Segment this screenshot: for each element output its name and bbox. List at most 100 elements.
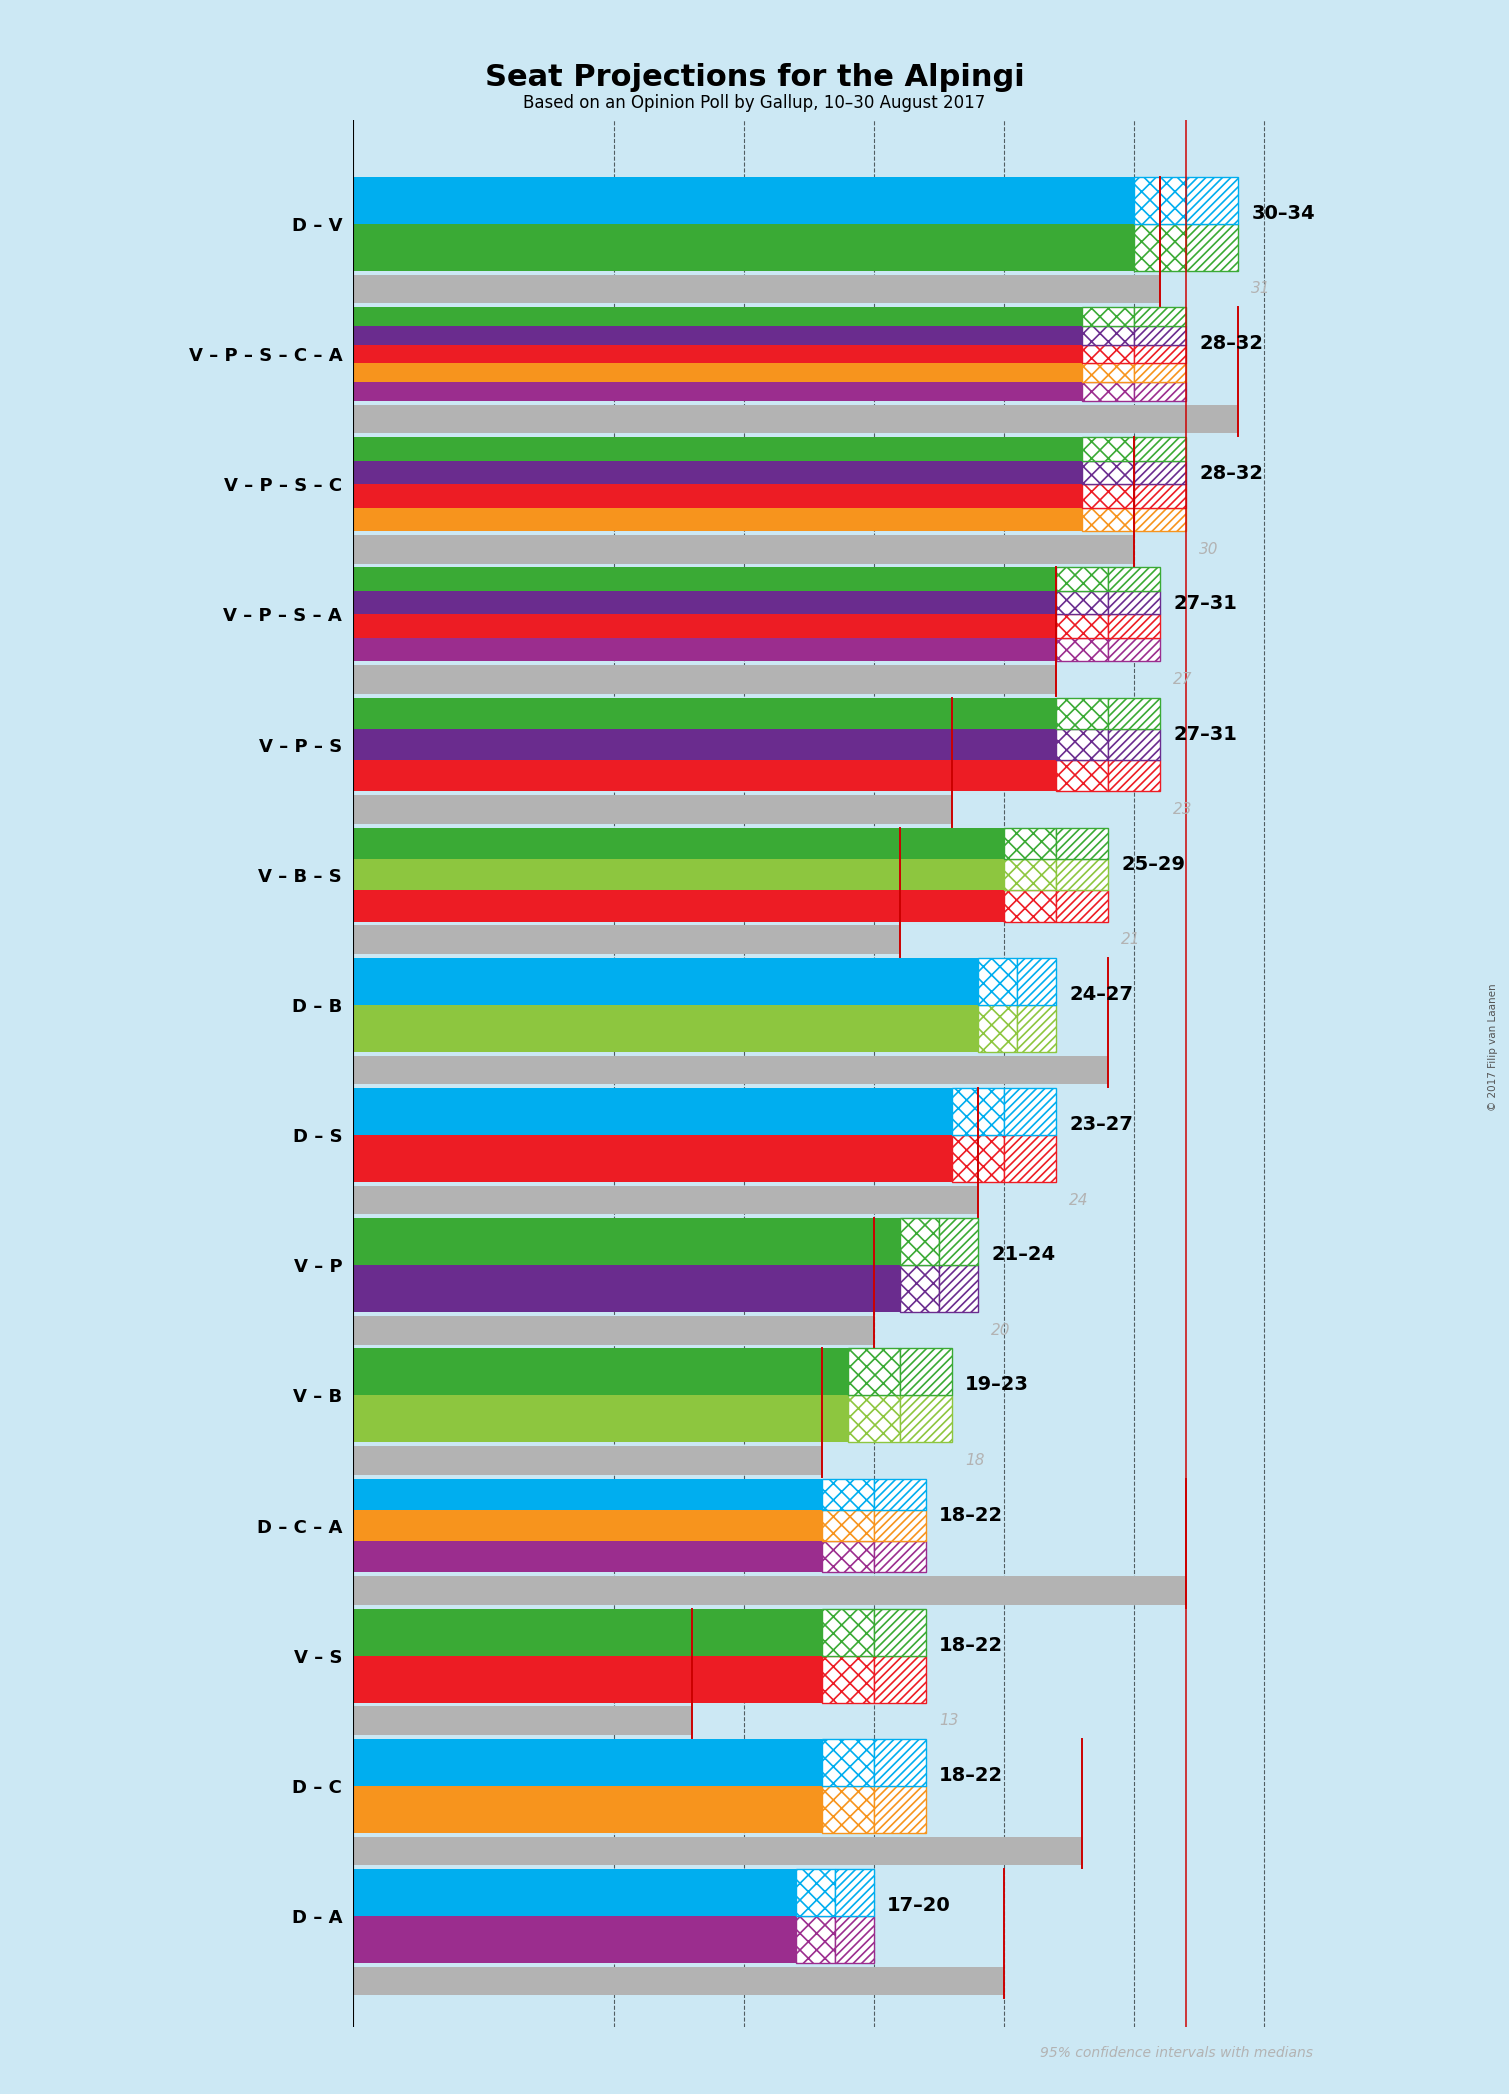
Bar (1082, 308, 1135, 327)
Bar (874, 1786, 927, 1832)
Bar (353, 1916, 795, 1962)
Bar (1003, 859, 1056, 890)
Bar (353, 1395, 848, 1443)
Bar (353, 1786, 822, 1832)
Bar (353, 507, 1082, 532)
Text: 30: 30 (1200, 542, 1219, 557)
Bar (353, 1265, 899, 1313)
Bar (1135, 364, 1186, 381)
Bar (353, 381, 1082, 400)
Bar (795, 1870, 834, 1916)
Text: 13: 13 (939, 1713, 958, 1728)
Bar (1108, 639, 1160, 662)
Text: © 2017 Filip van Laanen: © 2017 Filip van Laanen (1488, 984, 1498, 1110)
Bar (353, 461, 1082, 484)
Bar (1003, 890, 1056, 921)
Bar (1082, 346, 1135, 364)
Bar (822, 1541, 874, 1573)
Bar (353, 1608, 822, 1656)
Bar (939, 1265, 978, 1313)
Bar (1108, 729, 1160, 760)
Bar (978, 957, 1017, 1005)
Bar (952, 1089, 1003, 1135)
Text: 18–22: 18–22 (939, 1506, 1003, 1524)
Bar (1003, 1089, 1056, 1135)
Bar (874, 1510, 927, 1541)
Bar (1135, 381, 1186, 400)
Bar (848, 1395, 899, 1443)
Bar (1056, 890, 1108, 921)
Bar (874, 1608, 927, 1656)
Bar (1135, 346, 1186, 364)
Text: 21: 21 (1121, 932, 1141, 946)
Bar (1056, 614, 1108, 639)
Bar (353, 274, 1160, 304)
Bar (353, 926, 899, 955)
Text: 20: 20 (991, 1323, 1011, 1338)
Bar (353, 1349, 848, 1395)
Bar (353, 346, 1082, 364)
Bar (1056, 729, 1108, 760)
Bar (939, 1219, 978, 1265)
Bar (353, 1219, 899, 1265)
Text: 28: 28 (939, 1843, 958, 1857)
Text: Seat Projections for the Alpingi: Seat Projections for the Alpingi (484, 63, 1025, 92)
Bar (1186, 224, 1239, 270)
Bar (353, 364, 1082, 381)
Bar (874, 1541, 927, 1573)
Bar (978, 1005, 1017, 1051)
Bar (1135, 507, 1186, 532)
Bar (1056, 859, 1108, 890)
Bar (353, 567, 1056, 591)
Bar (353, 796, 952, 823)
Bar (1108, 567, 1160, 591)
Text: 18–22: 18–22 (939, 1635, 1003, 1654)
Bar (353, 484, 1082, 507)
Bar (353, 827, 1003, 859)
Bar (1082, 381, 1135, 400)
Text: 32: 32 (939, 1583, 958, 1598)
Text: 27–31: 27–31 (1174, 595, 1237, 614)
Bar (1135, 224, 1186, 270)
Bar (353, 1707, 691, 1736)
Bar (1108, 614, 1160, 639)
Bar (1056, 827, 1108, 859)
Bar (353, 729, 1056, 760)
Text: 18: 18 (966, 1453, 984, 1468)
Bar (874, 1738, 927, 1786)
Text: 23: 23 (1174, 802, 1192, 817)
Bar (353, 178, 1135, 224)
Bar (1082, 507, 1135, 532)
Bar (1017, 1005, 1056, 1051)
Bar (1082, 461, 1135, 484)
Text: 18–22: 18–22 (939, 1765, 1003, 1784)
Bar (899, 1265, 939, 1313)
Bar (353, 1315, 874, 1344)
Bar (848, 1349, 899, 1395)
Bar (353, 534, 1135, 563)
Bar (952, 1135, 1003, 1181)
Bar (1056, 697, 1108, 729)
Bar (353, 1510, 822, 1541)
Bar (353, 859, 1003, 890)
Bar (1056, 567, 1108, 591)
Bar (353, 591, 1056, 614)
Bar (1135, 461, 1186, 484)
Bar (353, 404, 1239, 433)
Text: 17–20: 17–20 (887, 1895, 951, 1916)
Text: 30–34: 30–34 (1251, 203, 1314, 222)
Bar (822, 1786, 874, 1832)
Bar (353, 1966, 1003, 1996)
Bar (353, 697, 1056, 729)
Text: 28–32: 28–32 (1200, 335, 1263, 354)
Bar (353, 890, 1003, 921)
Bar (822, 1656, 874, 1702)
Bar (1003, 1135, 1056, 1181)
Bar (353, 760, 1056, 792)
Bar (822, 1608, 874, 1656)
Bar (1056, 639, 1108, 662)
Text: 27–31: 27–31 (1174, 725, 1237, 743)
Text: 24: 24 (1070, 1194, 1088, 1208)
Text: 21–24: 21–24 (991, 1246, 1055, 1265)
Bar (353, 1656, 822, 1702)
